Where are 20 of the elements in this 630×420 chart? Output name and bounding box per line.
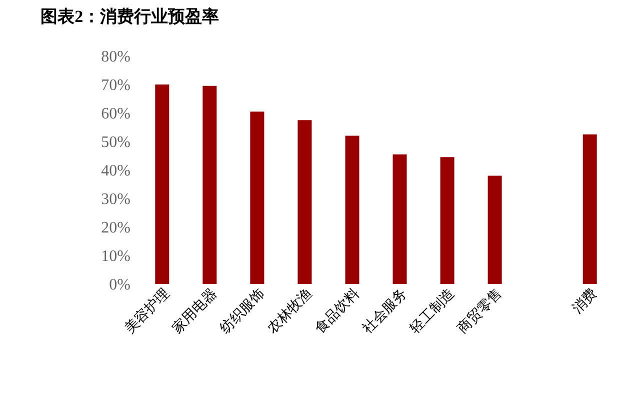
bar: [345, 136, 360, 284]
y-tick-label: 10%: [101, 248, 130, 265]
bar: [202, 86, 217, 284]
y-tick-label: 0%: [109, 276, 130, 294]
bar: [582, 134, 597, 284]
x-tick-label: 消费: [569, 286, 600, 317]
bar: [250, 112, 264, 284]
bar: [392, 154, 407, 284]
bar: [155, 84, 170, 284]
y-tick-label: 20%: [101, 220, 130, 236]
bar: [488, 176, 502, 284]
y-tick-label: 60%: [101, 106, 130, 122]
y-tick-label: 80%: [101, 48, 130, 66]
bar: [298, 120, 312, 284]
y-tick-label: 70%: [101, 77, 130, 94]
y-tick-label: 50%: [101, 134, 130, 151]
bar: [440, 157, 454, 284]
y-tick-label: 30%: [101, 191, 130, 208]
y-tick-label: 40%: [101, 162, 130, 180]
chart-title: 图表2：消费行业预盈率: [40, 7, 220, 26]
